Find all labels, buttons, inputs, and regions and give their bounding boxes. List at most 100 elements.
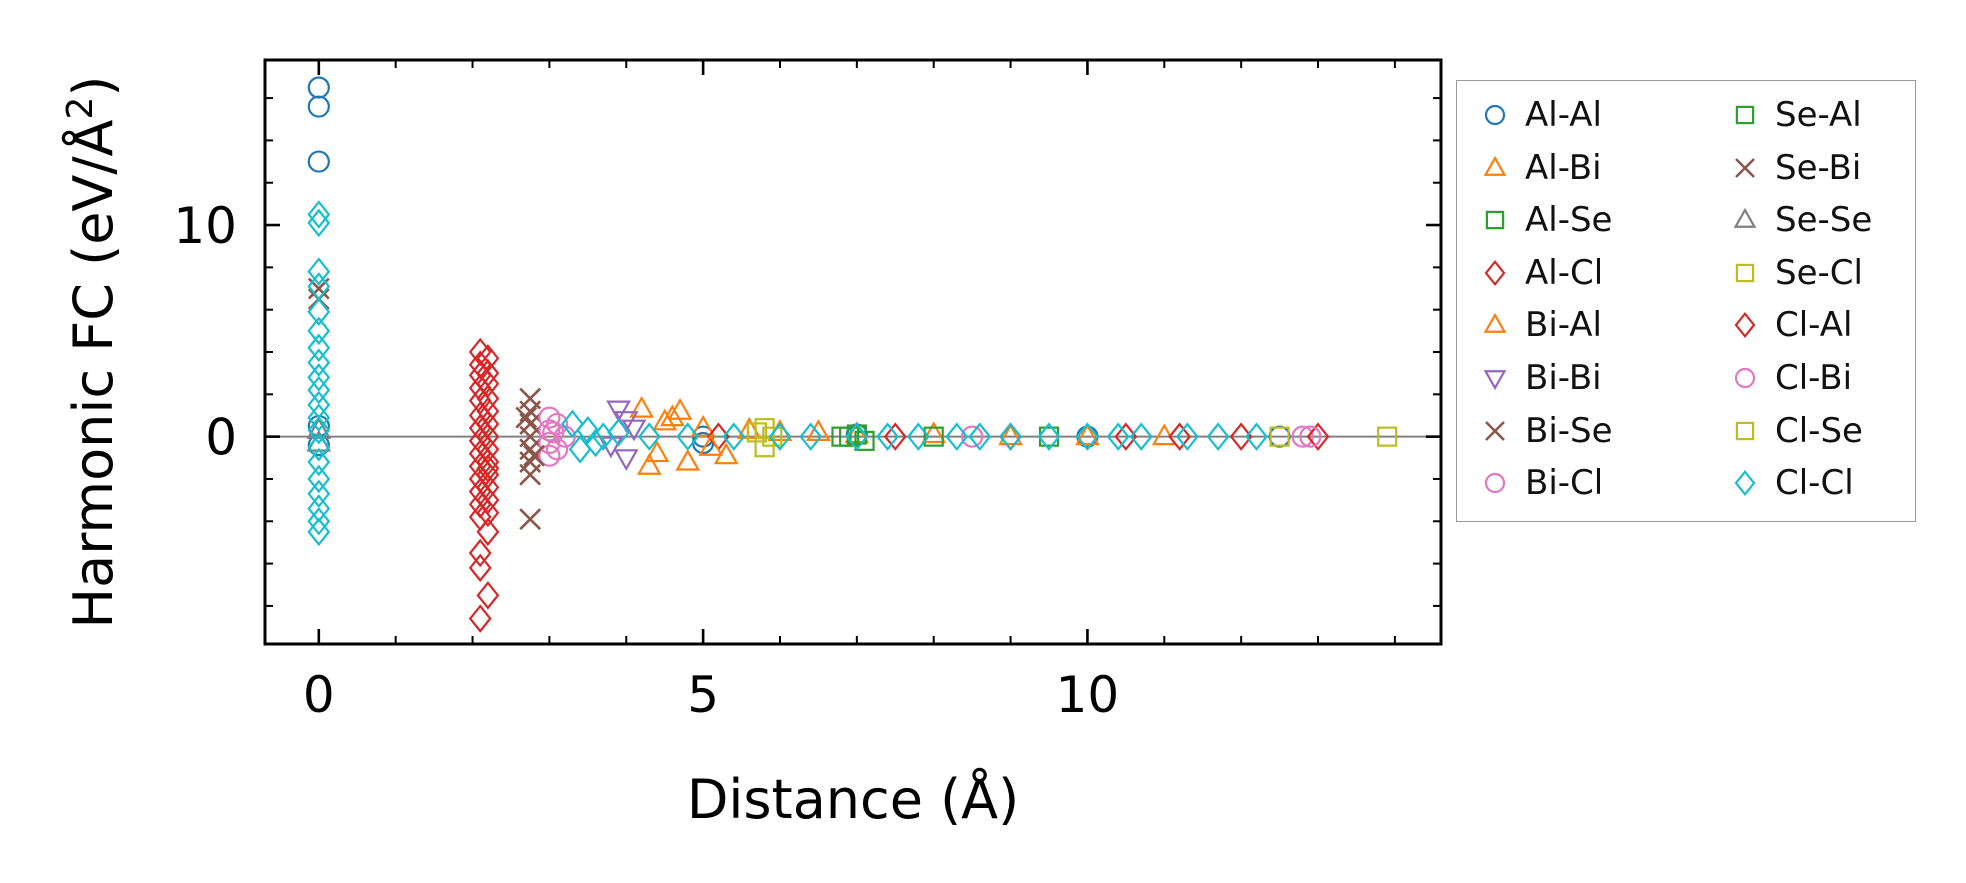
data-point <box>519 463 542 486</box>
legend-marker-shape <box>1735 157 1755 178</box>
data-point <box>538 406 561 429</box>
data-point <box>476 454 500 483</box>
legend-label: Cl-Se <box>1775 410 1863 451</box>
legend-label: Se-Bi <box>1775 147 1862 188</box>
data-point <box>307 517 331 547</box>
data-point <box>998 423 1023 446</box>
legend-marker-shape <box>1484 104 1506 126</box>
legend-marker-shape <box>1734 470 1756 497</box>
data-point <box>945 422 969 451</box>
legend-marker <box>1485 210 1505 230</box>
series-cl-bi <box>542 421 1322 448</box>
legend-item: Se-Se <box>1725 200 1872 240</box>
legend-marker-shape <box>1483 155 1507 176</box>
legend-item: Cl-Al <box>1725 305 1852 345</box>
data-point <box>667 398 693 420</box>
data-point <box>736 417 762 439</box>
series-al-cl <box>468 337 1253 633</box>
data-point <box>883 422 907 451</box>
data-point <box>307 416 331 445</box>
legend-marker-shape <box>1484 473 1506 494</box>
data-point <box>613 449 639 472</box>
data-point <box>307 297 331 327</box>
series-bi-se <box>307 277 542 531</box>
x-tick-label: 0 <box>303 666 335 724</box>
legend-label: Bi-Al <box>1525 305 1602 346</box>
x-axis-label: Distance (Å) <box>687 767 1019 831</box>
legend-marker-shape <box>1735 263 1755 282</box>
legend-item: Se-Bi <box>1725 148 1861 188</box>
data-point <box>644 440 670 463</box>
y-axis-label-superscript: 2 <box>60 97 101 120</box>
data-point <box>519 508 542 531</box>
data-point <box>1377 426 1398 447</box>
legend-marker <box>1734 312 1756 339</box>
data-point <box>1076 422 1099 451</box>
data-point <box>1075 423 1100 446</box>
series-al-al <box>307 76 1291 457</box>
data-point <box>961 425 984 448</box>
data-point <box>1229 422 1253 451</box>
data-point <box>676 422 700 451</box>
data-point <box>523 444 545 467</box>
series-cl-cl <box>307 200 1268 547</box>
y-axis-label: Harmonic FC (eV/Å2) <box>60 76 125 629</box>
legend-label: Cl-Cl <box>1775 463 1854 504</box>
legend-marker-shape <box>1734 367 1756 389</box>
data-point <box>845 422 869 451</box>
legend-label: Al-Bi <box>1525 147 1602 188</box>
legend-marker <box>1484 259 1506 286</box>
legend-item: Bi-Bi <box>1475 358 1602 398</box>
data-point <box>468 604 492 633</box>
legend-label: Cl-Al <box>1775 305 1853 346</box>
series-se-cl <box>754 418 1398 458</box>
data-point <box>538 444 561 467</box>
legend-label: Bi-Se <box>1525 410 1613 451</box>
data-point <box>921 421 947 444</box>
data-point <box>1129 422 1153 451</box>
data-point <box>722 422 746 451</box>
legend-marker <box>1485 420 1505 441</box>
data-point <box>307 150 330 173</box>
data-point <box>906 422 930 451</box>
data-point <box>652 408 678 431</box>
legend-marker <box>1483 313 1507 334</box>
data-point <box>307 257 331 286</box>
data-point <box>968 422 992 451</box>
y-axis-label-end: ) <box>62 76 125 97</box>
data-point <box>754 437 775 458</box>
data-point <box>1175 422 1199 451</box>
data-points-layer <box>306 76 1398 633</box>
data-point <box>307 464 331 494</box>
legend-marker-shape <box>1485 210 1505 230</box>
data-point <box>307 348 331 377</box>
series-cl-al <box>476 422 1330 483</box>
data-point <box>762 426 783 447</box>
legend-item: Cl-Cl <box>1725 463 1854 503</box>
legend-item: Bi-Se <box>1475 411 1613 451</box>
y-tick-label: 10 <box>173 197 237 255</box>
data-point <box>476 581 500 610</box>
data-point <box>584 428 607 458</box>
data-point <box>307 363 331 392</box>
legend-item: Al-Al <box>1475 95 1602 135</box>
data-point <box>515 406 538 429</box>
legend-item: Cl-Bi <box>1725 358 1852 398</box>
data-point <box>876 422 899 451</box>
data-point <box>607 418 630 447</box>
legend-marker-shape <box>1735 105 1755 125</box>
legend-marker <box>1483 370 1507 391</box>
data-point <box>606 400 631 423</box>
legend-marker <box>1484 473 1506 494</box>
legend-item: Al-Bi <box>1475 148 1602 188</box>
data-point <box>306 417 332 439</box>
data-point <box>1106 422 1130 451</box>
data-point <box>307 479 331 509</box>
data-point <box>545 438 569 461</box>
tick-labels-layer: 0 5 10 0 10 <box>173 197 1119 724</box>
legend-label: Bi-Cl <box>1525 463 1604 504</box>
legend-item: Se-Al <box>1725 95 1862 135</box>
data-point <box>1151 423 1177 446</box>
legend-label: Al-Se <box>1525 200 1613 241</box>
legend-marker <box>1735 105 1755 125</box>
